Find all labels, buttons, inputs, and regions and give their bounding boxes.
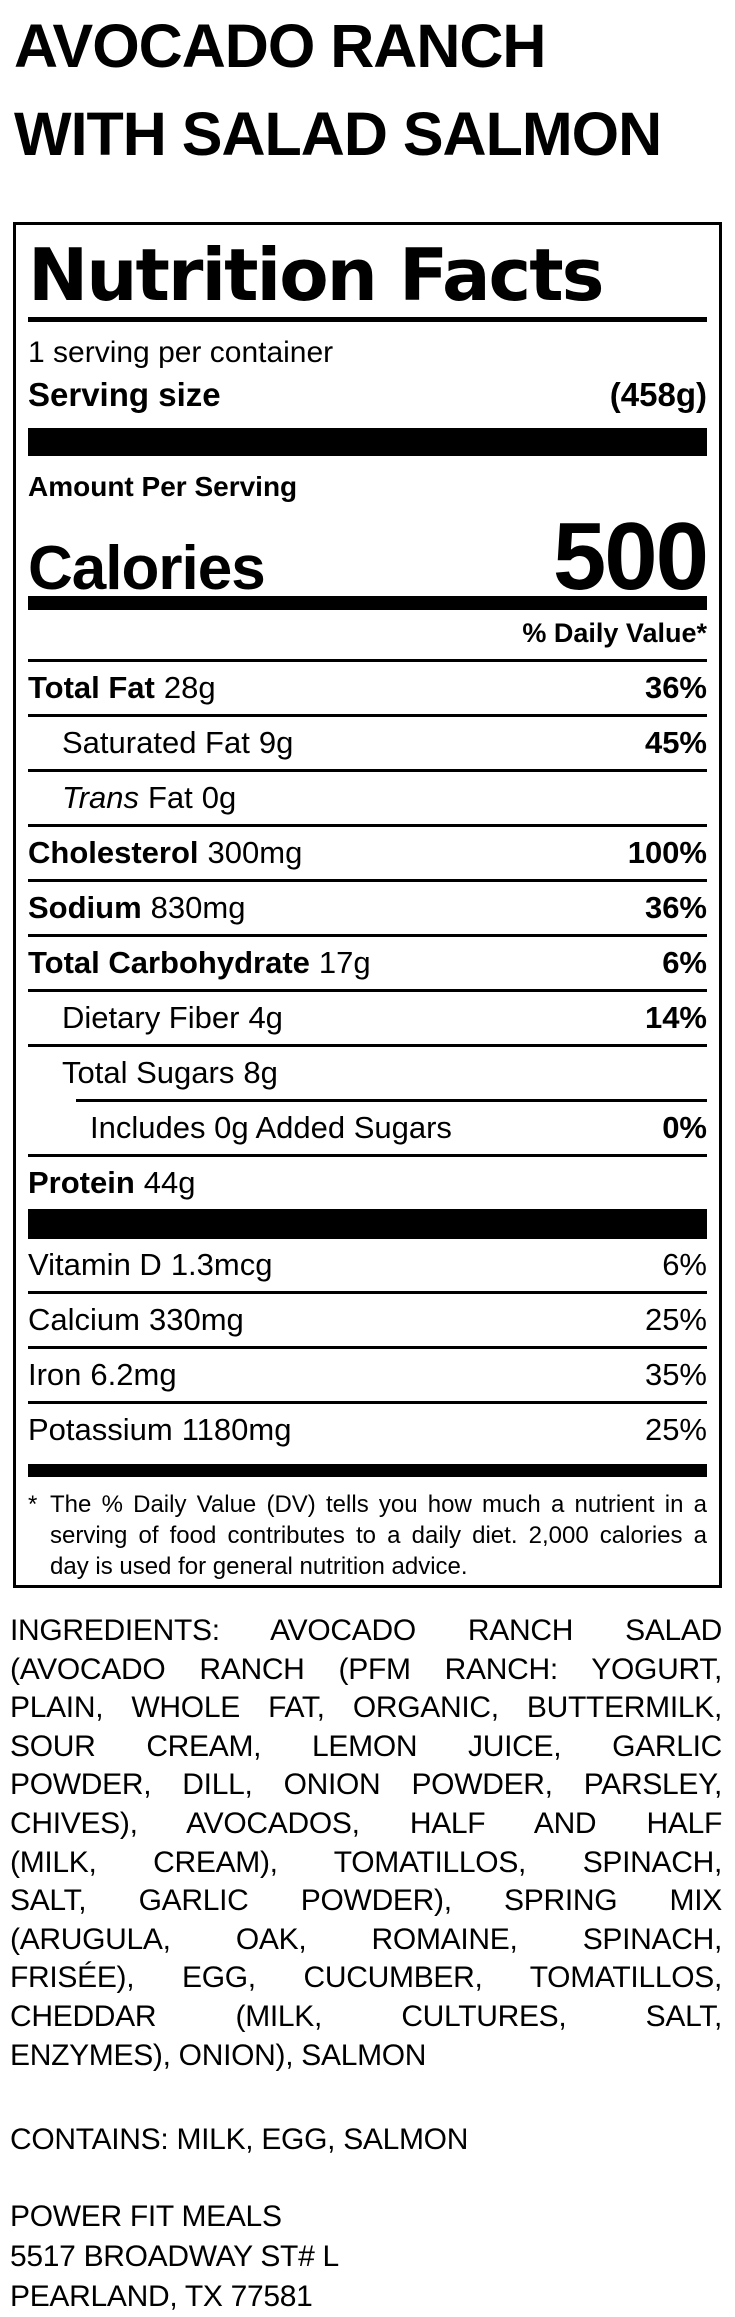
manufacturer-city-state-zip: PEARLAND, TX 77581 — [10, 2280, 313, 2314]
nutrient-row-total-fat: Total Fat 28g 36% — [28, 659, 707, 714]
serving-size-label: Serving size — [28, 376, 221, 413]
calories-value: 500 — [552, 503, 709, 610]
nutrient-dv: 6% — [662, 945, 707, 980]
nutrient-amount: 300mg — [207, 835, 303, 870]
bar-before-footnote — [28, 1464, 707, 1477]
serving-size-row: Serving size (458g) — [28, 372, 707, 418]
manufacturer-street: 5517 BROADWAY ST# L — [10, 2240, 339, 2274]
bar-after-calories — [28, 596, 707, 610]
product-title-line2: WITH SALAD SALMON — [14, 100, 662, 168]
allergen-statement: CONTAINS: MILK, EGG, SALMON — [10, 2123, 469, 2157]
nutrient-row-protein: Protein 44g — [28, 1154, 707, 1209]
amount-per-serving-label: Amount Per Serving — [28, 471, 298, 502]
nutrient-dv: 14% — [644, 1000, 707, 1035]
nutrient-row-sodium: Sodium 830mg 36% — [28, 879, 707, 934]
nutrient-amount: 0g — [201, 780, 237, 815]
ingredients-line: ENZYMES), ONION), SALMON — [10, 2038, 427, 2072]
nutrient-row-cholesterol: Cholesterol 300mg 100% — [28, 824, 707, 879]
ingredients-line: PLAIN, WHOLE FAT, ORGANIC, BUTTERMILK, — [10, 1691, 722, 1725]
ingredients-line: FRISÉE), EGG, CUCUMBER, TOMATILLOS, — [10, 1961, 722, 1995]
nutrient-amount: 17g — [318, 945, 371, 980]
nutrient-name: Sodium — [28, 890, 142, 925]
servings-per-container: 1 serving per container — [28, 336, 334, 369]
vitamin-name: Iron — [28, 1357, 82, 1392]
ingredients-line: (ARUGULA, OAK, ROMAINE, SPINACH, — [10, 1922, 722, 1956]
vitamin-name: Potassium — [28, 1412, 173, 1447]
vitamin-name: Calcium — [28, 1302, 140, 1337]
nutrient-amount: 9g — [258, 725, 294, 760]
ingredients-paragraph: INGREDIENTS: AVOCADO RANCH SALAD (AVOCAD… — [10, 1612, 722, 2075]
label-lower-text: INGREDIENTS: AVOCADO RANCH SALAD (AVOCAD… — [10, 1612, 722, 2317]
nutrition-facts-panel: Nutrition Facts 1 serving per container … — [13, 222, 722, 1588]
nutrient-row-total-carbohydrate: Total Carbohydrate 17g 6% — [28, 934, 707, 989]
vitamin-amount: 6.2mg — [90, 1357, 177, 1392]
ingredients-line: INGREDIENTS: AVOCADO RANCH SALAD — [10, 1614, 722, 1647]
nutrient-name: Cholesterol — [28, 835, 199, 870]
nutrition-facts-heading: Nutrition Facts — [28, 233, 605, 317]
vitamin-dv: 25% — [644, 1412, 707, 1447]
vitamin-name: Vitamin D — [28, 1247, 162, 1282]
footnote-asterisk: * — [28, 1491, 38, 1518]
daily-value-header: % Daily Value* — [522, 618, 707, 648]
nutrient-amount: 8g — [243, 1055, 278, 1090]
vitamin-row-calcium: Calcium 330mg 25% — [28, 1291, 707, 1346]
nutrient-name: Total Fat — [28, 670, 155, 705]
nutrient-amount: 28g — [163, 670, 216, 705]
nutrient-row-saturated-fat: Saturated Fat 9g 45% — [28, 714, 707, 769]
footnote-text: The % Daily Value (DV) tells you how muc… — [50, 1491, 707, 1580]
ingredients-line: (AVOCADO RANCH (PFM RANCH: YOGURT, — [10, 1652, 722, 1686]
manufacturer-name: POWER FIT MEALS — [10, 2200, 282, 2234]
nutrient-dv: 36% — [644, 670, 707, 705]
vitamin-amount: 1180mg — [181, 1412, 292, 1447]
ingredients-line: CHIVES), AVOCADOS, HALF AND HALF — [10, 1806, 722, 1840]
nutrient-name: Includes 0g Added Sugars — [90, 1110, 452, 1145]
vitamin-dv: 25% — [644, 1302, 707, 1337]
nutrient-amount: 44g — [143, 1165, 196, 1200]
ingredients-line: SOUR CREAM, LEMON JUICE, GARLIC — [10, 1729, 722, 1763]
vitamin-row-iron: Iron 6.2mg 35% — [28, 1346, 707, 1401]
daily-value-footnote: * The % Daily Value (DV) tells you how m… — [28, 1489, 707, 1582]
vitamin-amount: 1.3mcg — [170, 1247, 273, 1282]
nutrient-name: Dietary Fiber — [62, 1000, 240, 1035]
nutrient-name: Saturated Fat — [62, 725, 250, 760]
serving-size-value: (458g) — [609, 376, 707, 413]
nutrient-row-added-sugars: Includes 0g Added Sugars 0% — [28, 1102, 707, 1154]
nutrient-dv: 100% — [627, 835, 707, 870]
ingredients-line: CHEDDAR (MILK, CULTURES, SALT, — [10, 1999, 722, 2033]
thick-bar-after-serving — [28, 428, 707, 456]
nutrient-name: Fat — [147, 780, 193, 815]
vitamin-row-potassium: Potassium 1180mg 25% — [28, 1401, 707, 1456]
nutrient-name: Protein — [28, 1165, 135, 1200]
ingredients-line: POWDER, DILL, ONION POWDER, PARSLEY, — [10, 1768, 722, 1802]
nutrient-name-italic: Trans — [62, 780, 139, 815]
title-divider-rule — [28, 317, 707, 322]
nutrient-name: Total Sugars — [62, 1055, 235, 1090]
thick-bar-after-protein — [28, 1209, 707, 1239]
manufacturer-address: POWER FIT MEALS 5517 BROADWAY ST# L PEAR… — [10, 2197, 722, 2317]
product-title-line1: AVOCADO RANCH — [14, 12, 546, 80]
vitamin-dv: 35% — [644, 1357, 707, 1392]
added-sugars-partial-rule — [76, 1099, 707, 1102]
product-title: AVOCADO RANCH WITH SALAD SALMON — [14, 2, 725, 178]
calories-row: Calories 500 — [28, 502, 709, 610]
calories-label: Calories — [28, 534, 266, 603]
nutrient-row-trans-fat: Trans Fat 0g — [28, 769, 707, 824]
vitamin-amount: 330mg — [148, 1302, 244, 1337]
nutrient-name: Total Carbohydrate — [28, 945, 310, 980]
nutrient-dv: 0% — [662, 1110, 707, 1145]
nutrient-amount: 4g — [248, 1000, 283, 1035]
ingredients-line: SALT, GARLIC POWDER), SPRING MIX — [10, 1884, 722, 1918]
vitamin-row-vitamin-d: Vitamin D 1.3mcg 6% — [28, 1239, 707, 1291]
vitamin-dv: 6% — [662, 1247, 707, 1282]
nutrient-row-dietary-fiber: Dietary Fiber 4g 14% — [28, 989, 707, 1044]
nutrient-dv: 36% — [644, 890, 707, 925]
nutrient-dv: 45% — [644, 725, 707, 760]
nutrient-row-total-sugars: Total Sugars 8g — [28, 1044, 707, 1099]
nutrient-amount: 830mg — [150, 890, 246, 925]
ingredients-line: (MILK, CREAM), TOMATILLOS, SPINACH, — [10, 1845, 722, 1879]
